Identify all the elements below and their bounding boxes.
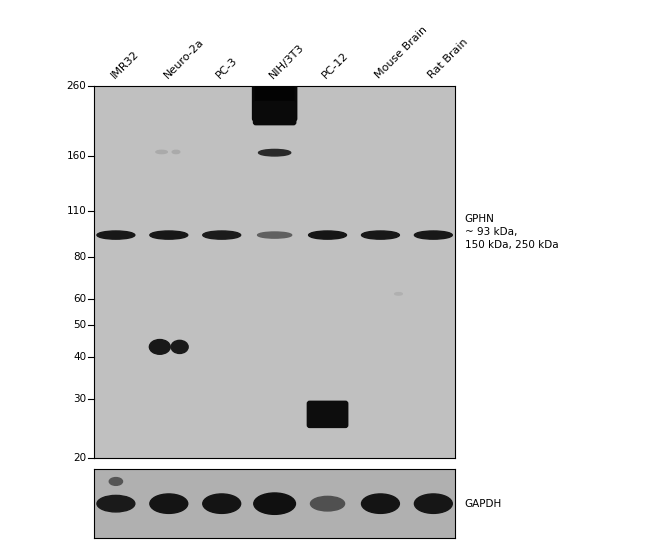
Text: NIH/3T3: NIH/3T3 [268,42,306,80]
FancyBboxPatch shape [252,78,298,122]
Ellipse shape [97,231,135,239]
Ellipse shape [172,150,180,154]
Ellipse shape [254,493,296,514]
Text: 160: 160 [66,152,86,162]
Text: GPHN
~ 93 kDa,
150 kDa, 250 kDa: GPHN ~ 93 kDa, 150 kDa, 250 kDa [465,214,558,250]
Ellipse shape [97,496,135,512]
Text: 80: 80 [73,252,86,262]
Ellipse shape [109,477,122,485]
Text: 50: 50 [73,320,86,330]
Text: 30: 30 [73,394,86,404]
Text: 60: 60 [73,294,86,304]
Ellipse shape [171,340,188,354]
FancyBboxPatch shape [255,75,294,102]
Ellipse shape [361,231,399,239]
Ellipse shape [257,232,292,238]
Ellipse shape [395,292,402,295]
Text: Rat Brain: Rat Brain [426,37,470,80]
Text: GAPDH: GAPDH [465,498,502,509]
Text: Neuro-2a: Neuro-2a [162,37,205,80]
Ellipse shape [203,231,240,239]
Text: PC-12: PC-12 [320,51,350,80]
Text: Mouse Brain: Mouse Brain [373,24,429,80]
Ellipse shape [150,494,188,513]
FancyBboxPatch shape [253,101,296,125]
Ellipse shape [415,231,452,239]
Ellipse shape [311,496,344,511]
Ellipse shape [150,231,188,239]
Text: 20: 20 [73,453,86,463]
Ellipse shape [156,150,167,154]
Ellipse shape [415,494,452,513]
Text: PC-3: PC-3 [214,56,240,80]
Text: 40: 40 [73,352,86,362]
Ellipse shape [309,231,346,239]
Text: 260: 260 [66,81,86,91]
Text: 110: 110 [66,206,86,216]
Text: IMR32: IMR32 [109,49,140,80]
Ellipse shape [361,494,399,513]
Ellipse shape [203,494,240,513]
Ellipse shape [150,340,170,354]
FancyBboxPatch shape [307,401,348,428]
Ellipse shape [259,149,291,156]
